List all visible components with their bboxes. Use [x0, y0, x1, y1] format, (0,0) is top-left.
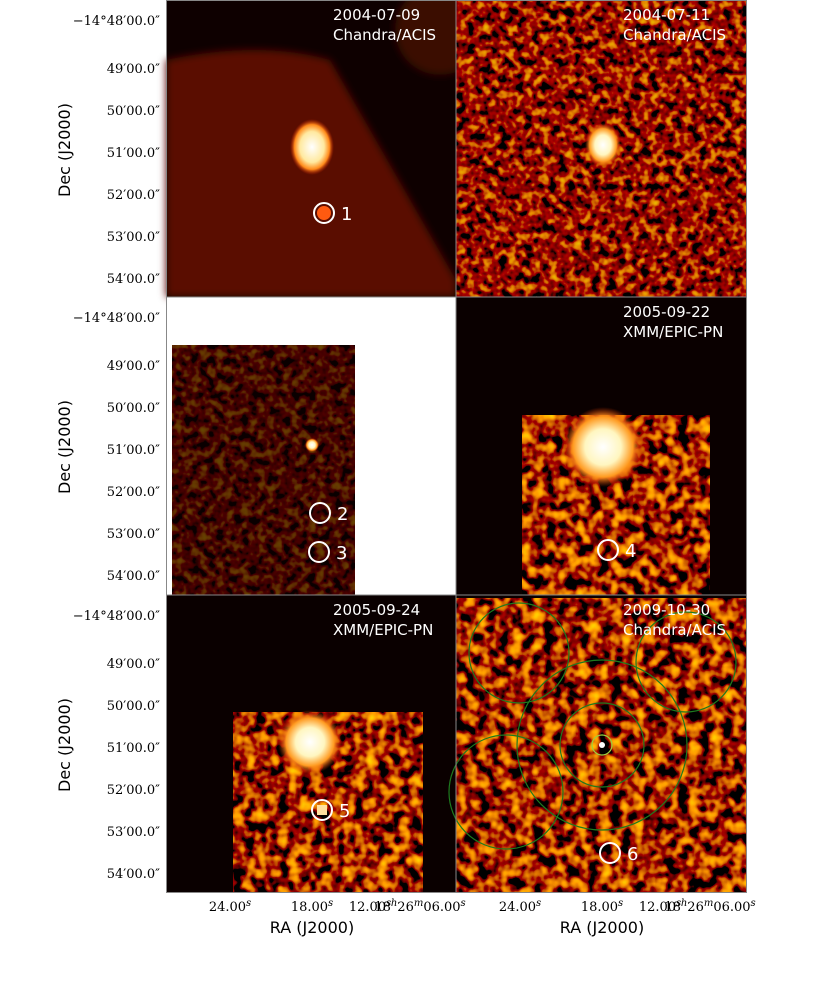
y-tick-label: 51′00.0″ [107, 146, 160, 161]
tick-number: 24.00 [209, 900, 246, 915]
panel-instrument: Chandra/ACIS [623, 26, 726, 44]
x-tick-label: 18h26m06.00s [664, 898, 755, 915]
y-tick-label: 51′00.0″ [107, 443, 160, 458]
tick-unit: s [536, 898, 541, 909]
tick-number: 18 [374, 900, 391, 915]
source-circle [599, 842, 621, 864]
tick-unit: s [618, 898, 623, 909]
source-label: 1 [341, 204, 352, 225]
x-tick-label: 12.00s [349, 898, 391, 915]
y-tick-label: 54′00.0″ [107, 272, 160, 287]
tick-unit: s [328, 898, 333, 909]
x-tick-label: 18h26m06.00s [374, 898, 465, 915]
y-tick-label: 50′00.0″ [107, 699, 160, 714]
tick-number: 26 [397, 900, 414, 915]
source-label: 4 [625, 541, 636, 562]
y-tick-label: 51′00.0″ [107, 741, 160, 756]
panel-instrument: Chandra/ACIS [623, 621, 726, 639]
source-circle [313, 202, 335, 224]
tick-unit: h [391, 898, 397, 909]
tick-number: 12.00 [349, 900, 386, 915]
tick-unit: s [751, 898, 756, 909]
panel-date: 2004-07-09 [333, 6, 420, 24]
panel-frames [166, 0, 747, 893]
y-tick-label: 52′00.0″ [107, 783, 160, 798]
panel-date: 2004-07-11 [623, 6, 710, 24]
panel-instrument: XMM/EPIC-PN [623, 323, 723, 341]
source-label: 3 [336, 543, 347, 564]
y-tick-label: 53′00.0″ [107, 527, 160, 542]
x-tick-label: 24.00s [209, 898, 251, 915]
x-tick-label: 24.00s [499, 898, 541, 915]
panel-instrument: Chandra/ACIS [333, 26, 436, 44]
source-label: 5 [339, 801, 350, 822]
y-tick-label: −14°48′00.0″ [73, 14, 160, 29]
tick-unit: h [681, 898, 687, 909]
tick-unit: m [704, 898, 713, 909]
panel-date: 2009-10-30 [623, 601, 710, 619]
y-tick-label: 52′00.0″ [107, 188, 160, 203]
source-circle [311, 799, 333, 821]
tick-number: 24.00 [499, 900, 536, 915]
tick-number: 18 [664, 900, 681, 915]
y-tick-label: −14°48′00.0″ [73, 609, 160, 624]
x-axis-label: RA (J2000) [560, 918, 644, 937]
tick-unit: s [246, 898, 251, 909]
tick-unit: m [414, 898, 423, 909]
panel-date: 2005-04-13 [333, 303, 420, 321]
x-axis-label: RA (J2000) [270, 918, 354, 937]
y-axis-label: Dec (J2000) [55, 103, 74, 197]
source-circle [597, 539, 619, 561]
source-circle [309, 502, 331, 524]
y-axis-label: Dec (J2000) [55, 400, 74, 494]
y-tick-label: 49′00.0″ [107, 359, 160, 374]
source-label: 6 [627, 844, 638, 865]
tick-number: 18.00 [291, 900, 328, 915]
panel-instrument: XMM/EPIC-PN [333, 621, 433, 639]
source-circle [308, 541, 330, 563]
tick-unit: s [461, 898, 466, 909]
tick-unit: s [386, 898, 391, 909]
panel-instrument: Chandra/ACIS [333, 323, 436, 341]
y-tick-label: 54′00.0″ [107, 867, 160, 882]
x-tick-label: 18.00s [291, 898, 333, 915]
y-tick-label: 52′00.0″ [107, 485, 160, 500]
image-panel [448, 595, 747, 893]
source-label: 2 [337, 504, 348, 525]
image-panel [166, 595, 456, 893]
tick-number: 12.00 [639, 900, 676, 915]
y-tick-label: 50′00.0″ [107, 401, 160, 416]
panel-date: 2005-09-24 [333, 601, 420, 619]
tick-number: 06.00 [713, 900, 750, 915]
image-panel [456, 0, 747, 297]
panel-date: 2005-09-22 [623, 303, 710, 321]
y-tick-label: 49′00.0″ [107, 62, 160, 77]
tick-number: 26 [687, 900, 704, 915]
y-tick-label: −14°48′00.0″ [73, 311, 160, 326]
image-panel [166, 297, 456, 595]
y-tick-label: 50′00.0″ [107, 104, 160, 119]
tick-number: 06.00 [423, 900, 460, 915]
image-panel [166, 0, 485, 297]
x-tick-label: 12.00s [639, 898, 681, 915]
y-tick-label: 53′00.0″ [107, 230, 160, 245]
image-panel [456, 297, 747, 595]
y-tick-label: 54′00.0″ [107, 569, 160, 584]
tick-unit: s [676, 898, 681, 909]
y-tick-label: 53′00.0″ [107, 825, 160, 840]
tick-number: 18.00 [581, 900, 618, 915]
x-tick-label: 18.00s [581, 898, 623, 915]
y-tick-label: 49′00.0″ [107, 657, 160, 672]
y-axis-label: Dec (J2000) [55, 698, 74, 792]
